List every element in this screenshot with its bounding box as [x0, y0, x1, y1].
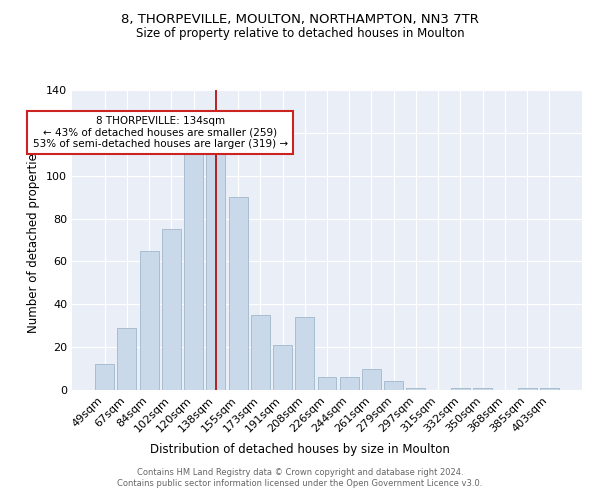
Bar	[340, 377, 359, 390]
Text: 8 THORPEVILLE: 134sqm
← 43% of detached houses are smaller (259)
53% of semi-det: 8 THORPEVILLE: 134sqm ← 43% of detached …	[32, 116, 288, 149]
Bar	[273, 345, 292, 390]
Bar	[406, 388, 425, 390]
Bar	[295, 317, 314, 390]
Y-axis label: Number of detached properties: Number of detached properties	[28, 147, 40, 333]
Text: 8, THORPEVILLE, MOULTON, NORTHAMPTON, NN3 7TR: 8, THORPEVILLE, MOULTON, NORTHAMPTON, NN…	[121, 12, 479, 26]
Text: Distribution of detached houses by size in Moulton: Distribution of detached houses by size …	[150, 442, 450, 456]
Bar	[251, 315, 270, 390]
Bar	[473, 388, 492, 390]
Bar	[206, 152, 225, 390]
Bar	[229, 197, 248, 390]
Bar	[540, 388, 559, 390]
Bar	[162, 230, 181, 390]
Text: Contains HM Land Registry data © Crown copyright and database right 2024.
Contai: Contains HM Land Registry data © Crown c…	[118, 468, 482, 487]
Text: Size of property relative to detached houses in Moulton: Size of property relative to detached ho…	[136, 28, 464, 40]
Bar	[518, 388, 536, 390]
Bar	[184, 154, 203, 390]
Bar	[362, 368, 381, 390]
Bar	[317, 377, 337, 390]
Bar	[118, 328, 136, 390]
Bar	[95, 364, 114, 390]
Bar	[140, 250, 158, 390]
Bar	[384, 382, 403, 390]
Bar	[451, 388, 470, 390]
